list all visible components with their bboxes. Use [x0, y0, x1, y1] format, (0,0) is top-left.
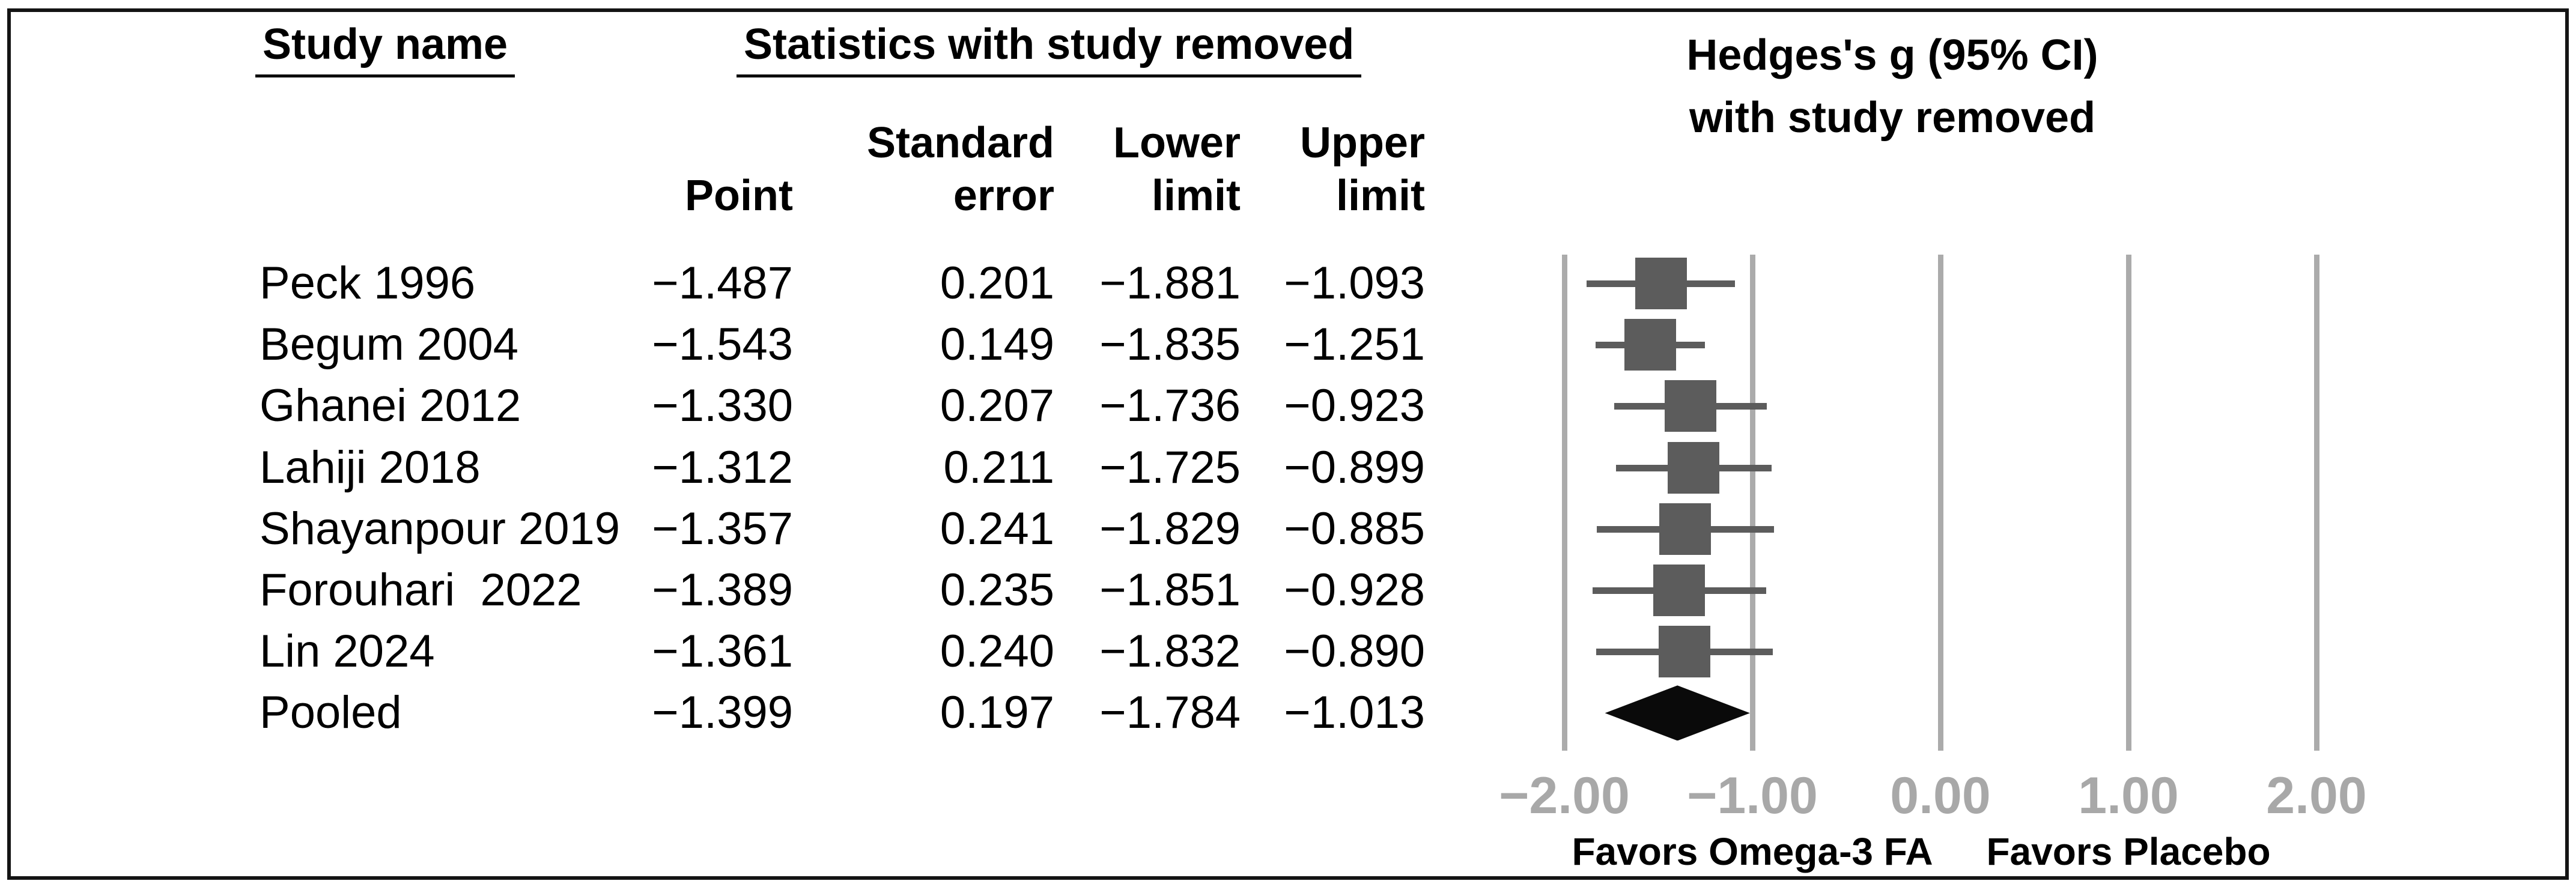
- gridline: [1562, 255, 1567, 751]
- point-value: −1.357: [652, 503, 793, 554]
- study-label: Shayanpour 2019: [260, 503, 621, 554]
- study-label: Forouhari 2022: [260, 565, 582, 616]
- standard-error-value: 0.241: [940, 503, 1054, 554]
- study-label: Peck 1996: [260, 258, 476, 309]
- study-label: Ghanei 2012: [260, 380, 521, 432]
- effect-square: [1653, 565, 1706, 616]
- column-header-standard-error: Standard error: [694, 117, 1054, 222]
- tick-label: −2.00: [1499, 767, 1630, 825]
- study-label: Lahiji 2018: [260, 441, 481, 493]
- gridline: [1938, 255, 1943, 751]
- upper-limit-value: −0.885: [1284, 503, 1425, 554]
- effect-square: [1635, 258, 1687, 309]
- lower-limit-value: −1.725: [1099, 441, 1241, 493]
- upper-limit-value: −1.251: [1284, 319, 1425, 371]
- standard-error-value: 0.197: [940, 687, 1054, 739]
- point-value: −1.543: [652, 319, 793, 371]
- statistics-header: Statistics with study removed: [737, 23, 1362, 77]
- column-header-lower-limit: Lower limit: [880, 117, 1241, 222]
- study-label: Lin 2024: [260, 626, 435, 677]
- effect-square: [1659, 503, 1712, 555]
- column-header-lower-limit-line2: limit: [1151, 172, 1241, 220]
- point-value: −1.330: [652, 380, 793, 432]
- upper-limit-value: −1.013: [1284, 687, 1425, 739]
- lower-limit-value: −1.829: [1099, 503, 1241, 554]
- gridline: [2126, 255, 2131, 751]
- upper-limit-value: −0.928: [1284, 565, 1425, 616]
- gridline: [2314, 255, 2319, 751]
- column-header-standard-error-line1: Standard: [866, 119, 1054, 167]
- standard-error-value: 0.207: [940, 380, 1054, 432]
- standard-error-value: 0.149: [940, 319, 1054, 371]
- lower-limit-value: −1.851: [1099, 565, 1241, 616]
- column-header-upper-limit: Upper limit: [1065, 117, 1425, 222]
- effect-square: [1624, 319, 1677, 371]
- favors-right-label: Favors Placebo: [1986, 830, 2271, 873]
- column-header-upper-limit-line1: Upper: [1299, 119, 1425, 167]
- standard-error-value: 0.211: [943, 441, 1054, 493]
- favors-left-label: Favors Omega-3 FA: [1572, 830, 1933, 873]
- effect-square: [1668, 441, 1720, 494]
- upper-limit-value: −0.899: [1284, 441, 1425, 493]
- tick-label: −1.00: [1687, 767, 1818, 825]
- standard-error-value: 0.201: [940, 258, 1054, 309]
- lower-limit-value: −1.736: [1099, 380, 1241, 432]
- upper-limit-value: −1.093: [1284, 258, 1425, 309]
- point-value: −1.389: [652, 565, 793, 616]
- effect-square: [1659, 626, 1710, 678]
- plot-title: Hedges's g (95% CI) with study removed: [1592, 24, 2193, 149]
- lower-limit-value: −1.835: [1099, 319, 1241, 371]
- standard-error-value: 0.240: [940, 626, 1054, 677]
- tick-label: 2.00: [2266, 767, 2367, 825]
- lower-limit-value: −1.784: [1099, 687, 1241, 739]
- standard-error-value: 0.235: [940, 565, 1054, 616]
- upper-limit-value: −0.923: [1284, 380, 1425, 432]
- point-value: −1.312: [652, 441, 793, 493]
- study-label: Pooled: [260, 687, 402, 739]
- tick-label: 0.00: [1890, 767, 1991, 825]
- column-header-standard-error-line2: error: [953, 172, 1054, 220]
- column-header-point: Point: [685, 172, 793, 220]
- tick-label: 1.00: [2078, 767, 2179, 825]
- lower-limit-value: −1.832: [1099, 626, 1241, 677]
- plot-title-line1: Hedges's g (95% CI): [1686, 31, 2098, 79]
- effect-square: [1664, 380, 1716, 432]
- column-header-upper-limit-line2: limit: [1335, 172, 1425, 220]
- upper-limit-value: −0.890: [1284, 626, 1425, 677]
- figure-border: [7, 8, 2569, 880]
- study-name-header: Study name: [255, 23, 515, 77]
- lower-limit-value: −1.881: [1099, 258, 1241, 309]
- gridline: [1750, 255, 1755, 751]
- point-value: −1.399: [652, 687, 793, 739]
- point-value: −1.487: [652, 258, 793, 309]
- plot-title-line2: with study removed: [1689, 94, 2096, 142]
- point-value: −1.361: [652, 626, 793, 677]
- column-header-lower-limit-line1: Lower: [1113, 119, 1241, 167]
- study-label: Begum 2004: [260, 319, 518, 371]
